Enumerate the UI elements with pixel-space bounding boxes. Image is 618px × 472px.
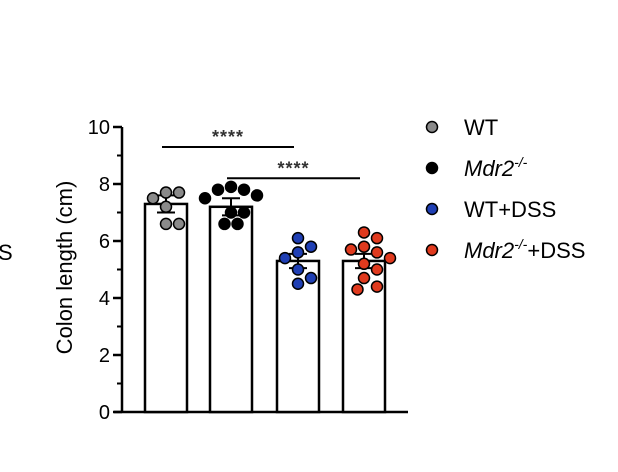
bar-2 — [208, 205, 254, 414]
data-point-group-4 — [351, 283, 364, 296]
data-point-group-2 — [224, 206, 238, 219]
legend-superscript: -/- — [514, 236, 528, 252]
data-point-group-4 — [357, 257, 371, 271]
legend-entry-3: WT+DSS — [464, 197, 556, 222]
data-point-group-4 — [383, 251, 397, 265]
data-point-group-4 — [357, 240, 371, 253]
data-point-group-1 — [159, 200, 173, 214]
y-tick-label: 10 — [88, 117, 110, 139]
data-point-group-2 — [224, 180, 238, 194]
y-tick-label: 0 — [99, 402, 110, 424]
data-point-group-2 — [198, 192, 212, 205]
legend-entry-4: Mdr2-/-+DSS — [464, 236, 585, 263]
y-tick-label: 4 — [99, 288, 110, 310]
data-point-group-2 — [250, 189, 264, 202]
legend-label: Mdr2 — [464, 156, 514, 181]
legend-superscript: -/- — [514, 154, 528, 170]
data-point-group-3 — [291, 231, 305, 245]
legend-entry-2: Mdr2-/- — [464, 154, 528, 181]
data-point-group-1 — [172, 217, 186, 231]
legend-marker-3 — [425, 202, 439, 216]
data-point-group-3 — [304, 240, 318, 253]
legend-label: WT+DSS — [464, 197, 556, 222]
cropped-edge-text: S — [0, 240, 13, 265]
data-point-group-2 — [237, 206, 251, 219]
data-points — [146, 180, 397, 296]
data-point-group-2 — [211, 183, 225, 196]
data-point-group-4 — [357, 226, 371, 239]
y-axis-label: Colon length (cm) — [52, 181, 77, 355]
significance-label: **** — [212, 127, 244, 147]
data-point-group-4 — [370, 246, 384, 259]
y-tick-label: 6 — [99, 231, 110, 253]
data-point-group-4 — [370, 231, 384, 245]
data-point-group-3 — [304, 271, 318, 285]
significance-label: **** — [277, 158, 309, 178]
legend-marker-2 — [425, 161, 439, 175]
y-tick-label: 8 — [99, 174, 110, 196]
legend-label: WT — [464, 115, 498, 140]
data-point-group-3 — [291, 263, 305, 276]
data-point-group-4 — [370, 280, 384, 293]
legend-marker-1 — [425, 120, 439, 134]
y-tick-label: 2 — [99, 345, 110, 367]
data-point-group-2 — [237, 183, 251, 196]
data-point-group-3 — [291, 277, 305, 290]
data-point-group-4 — [357, 271, 371, 285]
data-point-group-1 — [146, 192, 160, 205]
legend-suffix: +DSS — [527, 238, 585, 263]
legend-marker-4 — [425, 243, 439, 257]
data-point-group-1 — [172, 186, 186, 199]
data-point-group-4 — [344, 243, 358, 256]
data-point-group-1 — [159, 186, 173, 199]
data-point-group-4 — [370, 263, 384, 276]
significance-brackets: **** **** — [162, 127, 360, 180]
data-point-group-2 — [231, 217, 244, 231]
legend-label: Mdr2 — [464, 238, 514, 263]
data-point-group-2 — [218, 217, 231, 231]
data-point-group-3 — [291, 246, 305, 259]
data-point-group-1 — [159, 217, 173, 231]
bar-1 — [143, 202, 189, 414]
data-point-group-3 — [278, 251, 292, 265]
legend-entry-1: WT — [464, 115, 498, 140]
